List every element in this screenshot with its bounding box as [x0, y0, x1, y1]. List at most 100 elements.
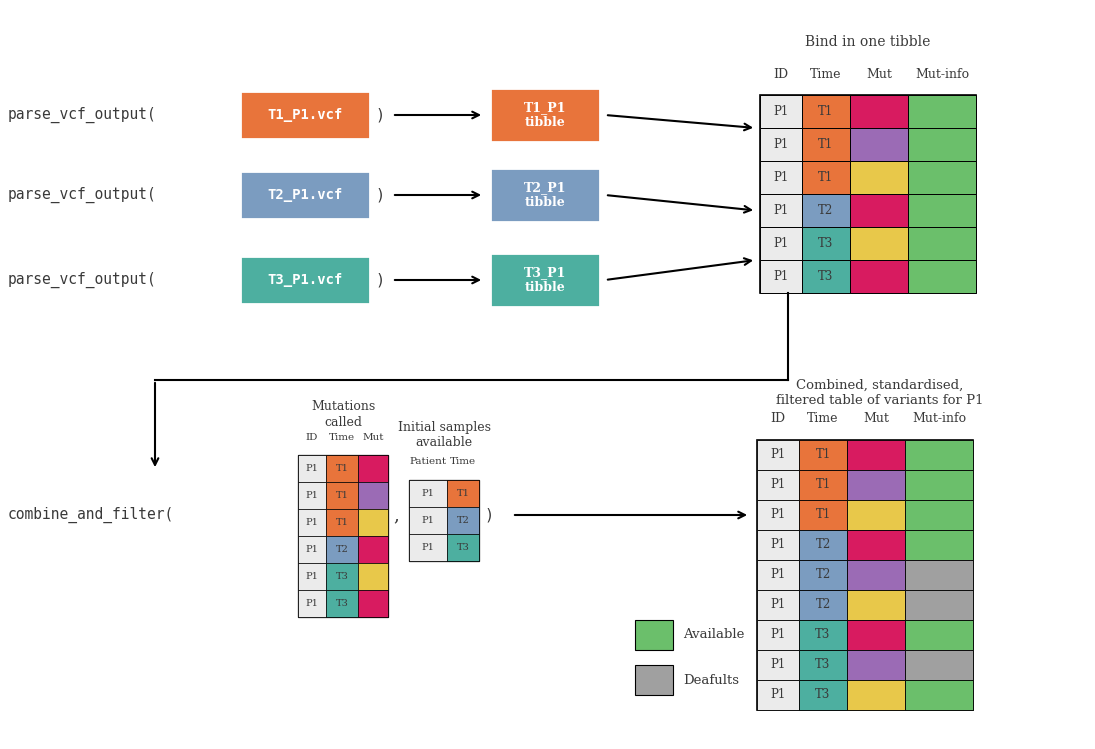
Bar: [799, 680, 848, 710]
Bar: [298, 536, 326, 563]
Bar: [904, 500, 973, 530]
Text: P1: P1: [422, 543, 435, 552]
Bar: [799, 530, 848, 560]
Text: T2: T2: [816, 539, 831, 551]
Bar: [757, 680, 799, 710]
Bar: [848, 500, 904, 530]
Bar: [358, 509, 388, 536]
Bar: [757, 650, 799, 680]
Bar: [757, 530, 799, 560]
Text: Deafults: Deafults: [683, 673, 739, 687]
Bar: [240, 171, 370, 219]
Bar: [850, 260, 908, 293]
Bar: [908, 128, 976, 161]
Bar: [850, 128, 908, 161]
Text: P1: P1: [422, 516, 435, 525]
Text: T3: T3: [335, 599, 348, 608]
Bar: [848, 530, 904, 560]
Text: T2: T2: [457, 516, 470, 525]
Bar: [848, 560, 904, 590]
Text: Combined, standardised,
filtered table of variants for P1: Combined, standardised, filtered table o…: [776, 378, 983, 407]
Text: Bind in one tibble: Bind in one tibble: [805, 35, 931, 49]
Text: P1: P1: [771, 509, 785, 521]
Bar: [908, 260, 976, 293]
Bar: [635, 665, 673, 695]
Text: parse_vcf_output(: parse_vcf_output(: [8, 187, 157, 203]
Bar: [298, 455, 326, 482]
Text: Time: Time: [807, 411, 839, 425]
Text: ID: ID: [306, 432, 319, 441]
Text: ): ): [484, 508, 493, 523]
Text: ): ): [374, 273, 384, 288]
Text: Time: Time: [450, 458, 476, 467]
Text: T2_P1.vcf: T2_P1.vcf: [267, 188, 343, 202]
Bar: [848, 440, 904, 470]
Text: parse_vcf_output(: parse_vcf_output(: [8, 272, 157, 288]
Text: T2_P1
tibble: T2_P1 tibble: [523, 181, 566, 209]
Text: T3: T3: [818, 270, 833, 283]
Bar: [757, 440, 799, 470]
Bar: [802, 95, 850, 128]
Text: P1: P1: [306, 518, 319, 527]
Text: T2: T2: [818, 204, 833, 217]
Bar: [489, 88, 600, 142]
Bar: [358, 563, 388, 590]
Bar: [848, 590, 904, 620]
Bar: [326, 482, 358, 509]
Bar: [799, 440, 848, 470]
Text: T2: T2: [816, 598, 831, 611]
Bar: [848, 620, 904, 650]
Bar: [447, 507, 479, 534]
Bar: [447, 534, 479, 561]
Text: Available: Available: [683, 628, 745, 641]
Text: T3: T3: [816, 658, 831, 672]
Bar: [848, 470, 904, 500]
Bar: [802, 194, 850, 227]
Bar: [298, 590, 326, 617]
Text: T1: T1: [818, 171, 833, 184]
Bar: [757, 500, 799, 530]
Bar: [760, 128, 802, 161]
Text: T2: T2: [816, 568, 831, 581]
Bar: [904, 470, 973, 500]
Bar: [410, 480, 479, 561]
Text: P1: P1: [771, 688, 785, 702]
Text: P1: P1: [771, 598, 785, 611]
Text: ): ): [374, 108, 384, 123]
Text: T1_P1
tibble: T1_P1 tibble: [523, 101, 566, 129]
Bar: [410, 480, 447, 507]
Bar: [757, 620, 799, 650]
Bar: [848, 650, 904, 680]
Text: T2: T2: [335, 545, 348, 554]
Bar: [850, 194, 908, 227]
Bar: [760, 227, 802, 260]
Bar: [904, 680, 973, 710]
Bar: [908, 95, 976, 128]
Bar: [802, 161, 850, 194]
Text: P1: P1: [771, 479, 785, 491]
Text: P1: P1: [773, 138, 788, 151]
Bar: [447, 480, 479, 507]
Text: T3: T3: [816, 628, 831, 641]
Bar: [908, 194, 976, 227]
Text: T1: T1: [816, 509, 831, 521]
Text: T1: T1: [816, 449, 831, 461]
Text: P1: P1: [306, 572, 319, 581]
Bar: [850, 227, 908, 260]
Text: P1: P1: [773, 105, 788, 118]
Text: Time: Time: [328, 432, 355, 441]
Text: Mut-info: Mut-info: [912, 411, 966, 425]
Text: T1: T1: [816, 479, 831, 491]
Text: T3_P1
tibble: T3_P1 tibble: [523, 266, 566, 294]
Bar: [489, 253, 600, 307]
Text: T1: T1: [818, 138, 833, 151]
Bar: [802, 260, 850, 293]
Bar: [757, 590, 799, 620]
Bar: [760, 95, 802, 128]
Text: T1: T1: [335, 518, 348, 527]
Bar: [848, 680, 904, 710]
Text: T1: T1: [335, 491, 348, 500]
Bar: [799, 590, 848, 620]
Bar: [908, 161, 976, 194]
Bar: [799, 650, 848, 680]
